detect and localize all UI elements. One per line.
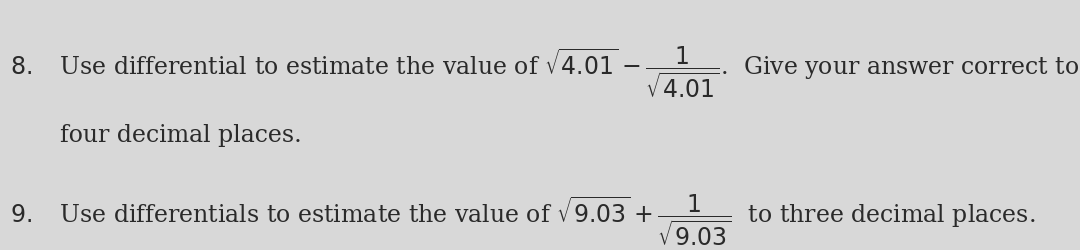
Text: $8.$   Use differential to estimate the value of $\sqrt{4.01}-\dfrac{1}{\sqrt{4.: $8.$ Use differential to estimate the va…	[10, 44, 1079, 99]
Text: four decimal places.: four decimal places.	[60, 124, 301, 146]
Text: $9.$   Use differentials to estimate the value of $\sqrt{9.03}+\dfrac{1}{\sqrt{9: $9.$ Use differentials to estimate the v…	[10, 191, 1036, 247]
